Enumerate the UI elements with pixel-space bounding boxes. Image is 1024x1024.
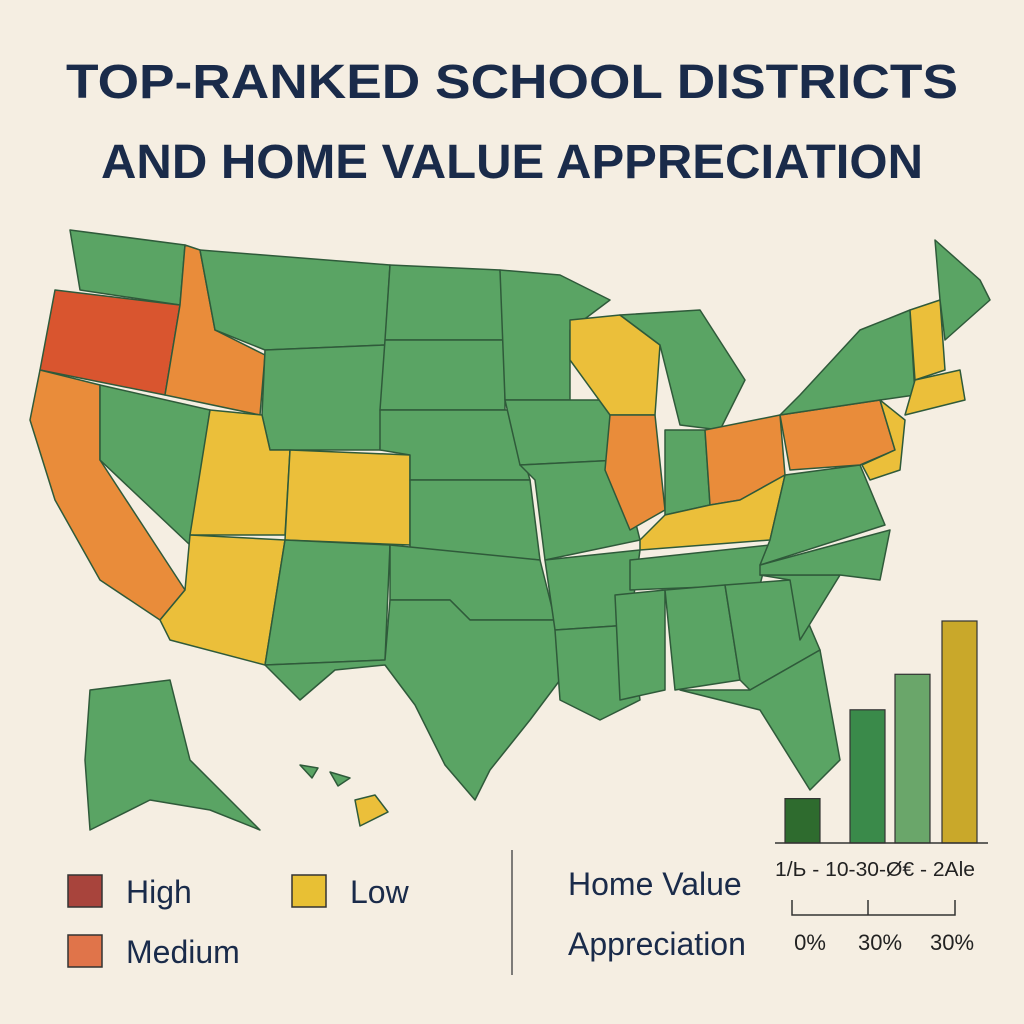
bar-chart: 1/Ь - 10-30-Ø€ - 2Ale 0% 30% 30% — [775, 620, 988, 955]
state — [909, 299, 946, 381]
state — [904, 369, 966, 416]
state — [759, 464, 886, 566]
state — [264, 599, 561, 801]
state — [379, 339, 506, 411]
state — [664, 429, 711, 516]
state — [504, 399, 621, 466]
state — [409, 479, 541, 561]
state — [614, 589, 666, 701]
bar — [849, 709, 886, 844]
us-map — [29, 229, 991, 831]
bar — [894, 673, 931, 844]
state — [329, 771, 351, 787]
bracket — [791, 900, 956, 916]
state — [199, 249, 391, 351]
state — [284, 449, 411, 546]
legend-swatch — [291, 874, 327, 908]
state — [264, 539, 391, 666]
legend-label: Medium — [126, 934, 240, 970]
state — [354, 794, 389, 827]
axis-label: 30% — [858, 930, 902, 955]
state — [759, 529, 891, 581]
state — [639, 474, 786, 551]
chart-title: Home Value Appreciation — [568, 866, 746, 962]
state — [261, 344, 386, 451]
category-caption: 1/Ь - 10-30-Ø€ - 2Ale — [775, 859, 975, 881]
state — [679, 649, 841, 791]
legend-label: High — [126, 874, 192, 910]
title-line: TOP-RANKED SCHOOL DISTRICTS — [66, 56, 958, 109]
legend-label: Low — [350, 874, 410, 910]
state — [861, 399, 906, 481]
legend-swatch — [67, 874, 103, 908]
bar — [784, 797, 821, 844]
axis-label: 0% — [794, 930, 826, 955]
state — [299, 764, 319, 779]
bar — [941, 620, 978, 844]
legend: High Medium Low — [67, 874, 410, 970]
state — [934, 239, 991, 341]
state — [604, 414, 666, 531]
axis-label: 30% — [930, 930, 974, 955]
state — [519, 459, 641, 561]
state — [84, 679, 261, 831]
legend-swatch — [67, 934, 103, 968]
title-line: AND HOME VALUE APPRECIATION — [101, 136, 923, 189]
state — [384, 264, 506, 341]
